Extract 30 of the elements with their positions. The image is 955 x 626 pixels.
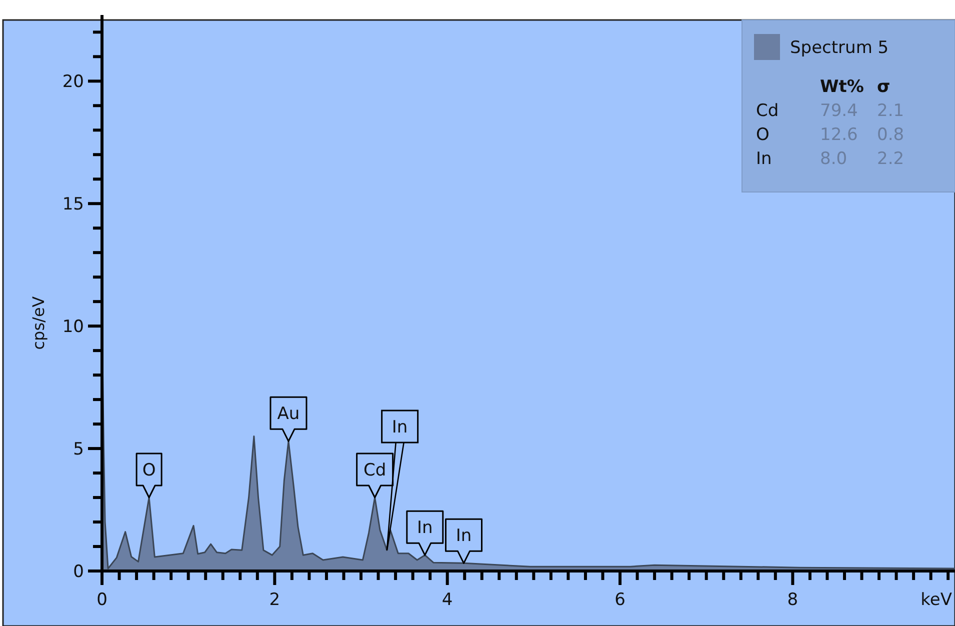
annotation: In [417,518,433,538]
y-tick-label: 0 [73,562,84,582]
x-tick-label: 2 [269,590,280,610]
annotation: In [456,526,472,546]
annotation: Cd [756,100,779,121]
annotation: O [756,124,770,145]
y-axis-title: cps/eV [29,296,48,350]
y-tick-label: 15 [62,194,84,215]
annotation: Cd [363,460,386,480]
x-axis-title: keV [920,590,952,610]
annotation: In [392,417,408,438]
annotation: 79.4 [820,100,858,121]
annotation: 2.1 [877,100,904,121]
annotation: O [142,460,156,480]
annotation: 2.2 [877,148,904,169]
annotation: Wt% [820,76,864,97]
x-tick-label: 6 [614,590,626,610]
y-tick-label: 10 [62,317,84,338]
y-tick-label: 5 [73,439,84,460]
x-tick-label: 0 [96,590,108,610]
legend-label: Spectrum 5 [790,38,889,58]
annotation: σ [877,76,890,97]
annotation: 12.6 [820,124,858,145]
x-tick-label: 4 [442,590,453,610]
annotation: 8.0 [820,148,848,169]
y-tick-label: 20 [62,72,84,92]
x-tick-label: 8 [787,590,798,610]
annotation: Au [277,404,300,424]
annotation: 0.8 [877,124,904,145]
annotation: In [756,148,772,169]
